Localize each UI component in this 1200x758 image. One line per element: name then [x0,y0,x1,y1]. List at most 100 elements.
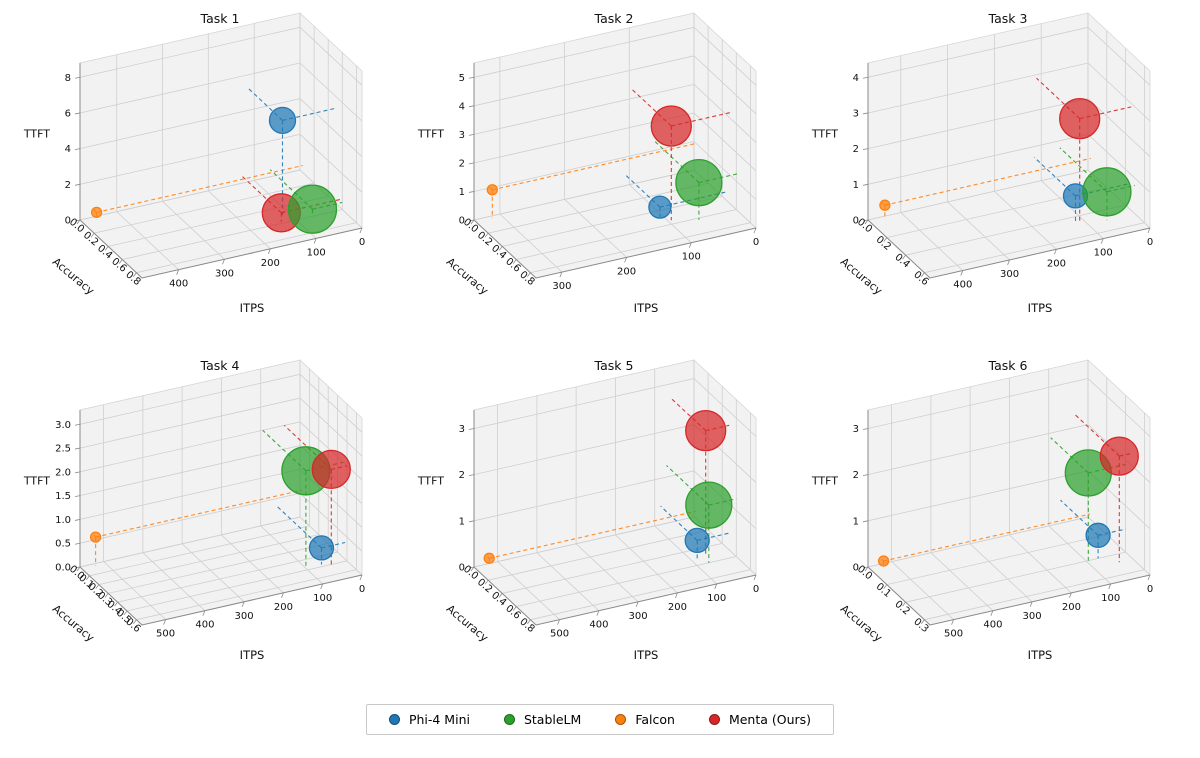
tick-label: 2.0 [55,467,71,478]
subplot-task-3: 0 1 2 3 4 TTFT 0.0 0.2 0.4 0.6 Accuracy 0 100 200 300 4… [804,6,1184,341]
tick-label: 200 [1062,602,1081,613]
tick-mark [862,148,869,151]
tick-mark [864,219,869,225]
tick-mark [470,219,475,225]
legend-label: StableLM [523,712,582,727]
tick-mark [753,227,757,234]
axis-spines [79,63,363,279]
axis-spines [867,410,1151,626]
tick-mark [1069,592,1072,599]
tick-label: 1 [853,180,859,191]
chart-task-6: 0123TTFT0.00.10.20.3Accuracy010020030040… [811,358,1153,662]
tick-label: 3 [459,424,465,435]
tick-mark [1007,259,1010,266]
axis-spines [473,63,757,279]
legend-label: Phi-4 Mini [408,712,470,727]
tick-mark [86,575,90,581]
tick-label: 300 [1000,269,1019,280]
axis-label-ttft: TTFT [23,475,50,488]
subplot-task-6: 0 1 2 3 TTFT 0.0 0.1 0.2 0.3 Accuracy 0 100 200 300 40… [804,353,1184,688]
axis-label-accuracy: Accuracy [838,602,885,645]
tick-label: 100 [682,252,701,263]
tick-label: 1 [459,516,465,527]
tick-mark [624,257,627,263]
axis-spines [867,63,1151,279]
tick-mark [468,105,475,108]
tick-mark [118,259,123,264]
chart-task-5: 0123TTFT0.00.20.40.60.8Accuracy010020030… [417,358,759,662]
tick-mark [133,272,137,277]
tick-mark [883,237,888,242]
tick-label: 3 [459,130,465,141]
tick-label: 200 [261,258,280,269]
tick-mark [133,619,137,624]
chart-task-4: 0.00.51.01.52.02.53.0TTFT0.00.10.20.30.4… [23,358,365,662]
tick-mark [1054,249,1057,255]
tick-mark [862,219,869,222]
tick-label: 4 [65,144,71,155]
tick-label: 400 [953,280,972,291]
tick-label: 8 [65,73,71,84]
tick-label: 4 [853,73,859,84]
bubble-falcon [486,184,498,196]
chart-title: Task 2 [594,11,634,26]
tick-mark [862,112,869,115]
tick-label: 0 [65,216,71,227]
tick-mark [468,219,475,222]
tick-label: 5 [459,73,465,84]
tick-mark [74,423,81,426]
tick-label: 3 [853,424,859,435]
tick-mark [468,76,475,79]
tick-mark [468,474,475,477]
tick-mark [114,601,118,607]
tick-label: 2 [853,144,859,155]
bubble-phi-4-mini [684,527,710,554]
tick-mark [484,232,489,238]
tick-mark [74,76,81,79]
axis-label-ttft: TTFT [23,128,50,141]
tick-mark [281,592,284,599]
bubble-phi-4-mini [1085,522,1111,548]
bubble-stablelm [287,184,338,234]
tick-mark [753,574,757,581]
tick-label: 500 [550,629,569,640]
axis-label-ttft: TTFT [417,128,444,141]
tick-mark [1029,601,1033,607]
bubble-falcon [90,206,103,219]
tick-label: 500 [156,629,175,640]
axis-label-accuracy: Accuracy [50,602,97,645]
tick-mark [951,619,954,625]
tick-label: 3 [853,109,859,120]
legend-marker-icon [615,714,627,725]
tick-label: 0 [359,584,365,595]
tick-mark [95,584,100,589]
tick-label: 1.0 [55,515,71,526]
tick-label: 2 [853,470,859,481]
tick-mark [902,254,906,260]
legend-item-phi-4-mini: Phi-4 Mini [388,712,470,727]
bubble-falcon [877,555,890,567]
legend-row: Phi-4 Mini StableLM Falcon Menta (Ours) [0,704,1200,735]
tick-mark [498,593,503,598]
tick-label: 0 [459,563,465,574]
axis-label-ttft: TTFT [417,475,444,488]
tick-label: 100 [307,247,326,258]
tick-mark [484,579,489,585]
tick-mark [527,619,531,624]
bubble-falcon [483,552,495,564]
bubble-stablelm [1082,167,1132,217]
tick-label: 1.5 [55,491,71,502]
tick-label: 0.0 [55,563,71,574]
charts-grid: 0 2 4 6 8 TTFT 0.0 0.2 0.4 0.6 0.8 Accuracy 0 100 200 3… [23,6,1184,688]
tick-label: 2 [65,180,71,191]
tick-mark [862,474,869,477]
tick-label: 2 [459,470,465,481]
axis-label-accuracy: Accuracy [444,602,491,645]
chart-title: Task 6 [988,358,1028,373]
tick-label: 0 [459,216,465,227]
axis-label-itps: ITPS [634,301,659,315]
tick-label: 4 [459,101,465,112]
tick-mark [163,619,166,625]
tick-mark [512,259,517,264]
